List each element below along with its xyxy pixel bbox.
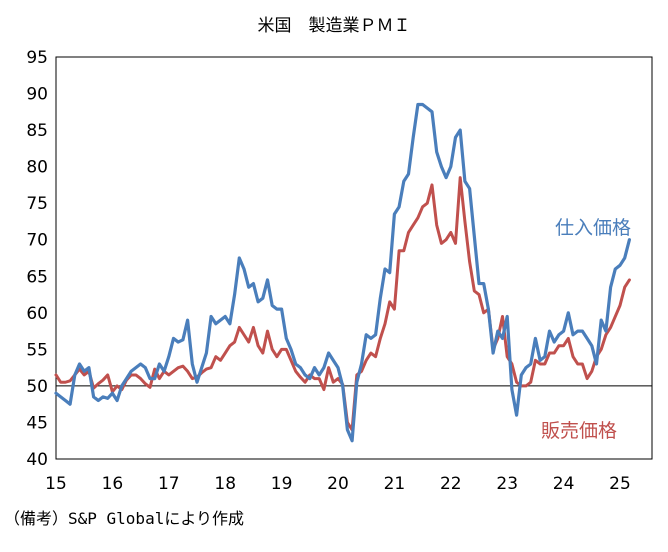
x-tick-label: 17 <box>158 474 180 494</box>
x-tick-label: 24 <box>553 474 575 494</box>
x-tick-label: 23 <box>496 474 518 494</box>
y-tick-label: 90 <box>26 85 48 105</box>
y-tick-label: 85 <box>26 121 48 141</box>
y-tick-label: 80 <box>26 158 48 178</box>
x-tick-label: 25 <box>609 474 631 494</box>
x-axis-ticks: 15 16 17 18 19 20 21 22 23 24 25 <box>45 474 631 494</box>
y-tick-label: 95 <box>26 48 48 68</box>
chart-source-note: （備考）S&P Globalにより作成 <box>4 509 244 528</box>
x-tick-label: 15 <box>45 474 67 494</box>
x-tick-label: 18 <box>214 474 236 494</box>
y-tick-label: 55 <box>26 340 48 360</box>
y-tick-label: 60 <box>26 304 48 324</box>
x-tick-label: 16 <box>102 474 124 494</box>
y-tick-label: 75 <box>26 194 48 214</box>
y-tick-label: 40 <box>26 450 48 470</box>
y-axis-ticks: 40 45 50 55 60 65 70 75 80 85 90 95 <box>26 48 48 470</box>
y-tick-label: 45 <box>26 413 48 433</box>
y-tick-label: 70 <box>26 231 48 251</box>
chart-title: 米国 製造業ＰＭＩ <box>258 16 411 36</box>
plot-area-frame <box>55 56 653 460</box>
series-label-output-prices: 販売価格 <box>541 420 617 442</box>
x-tick-label: 20 <box>327 474 349 494</box>
y-tick-label: 50 <box>26 377 48 397</box>
x-tick-label: 19 <box>271 474 293 494</box>
x-tick-label: 21 <box>384 474 406 494</box>
x-tick-label: 22 <box>440 474 462 494</box>
series-label-input-prices: 仕入価格 <box>555 217 631 239</box>
series-line-input-prices <box>54 102 632 443</box>
y-tick-label: 65 <box>26 267 48 287</box>
series-lines <box>54 102 632 443</box>
